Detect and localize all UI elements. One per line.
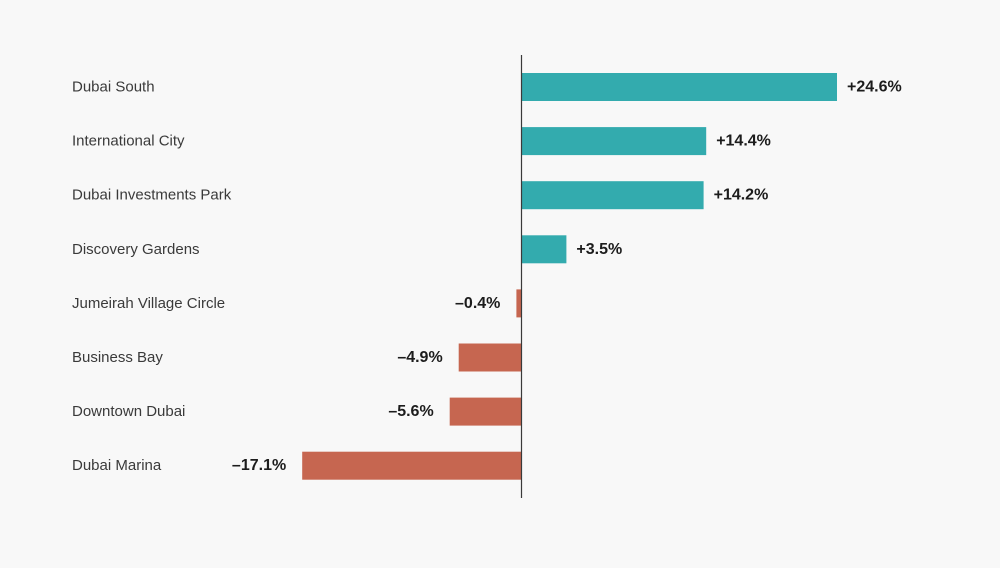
bar-dubai-south xyxy=(521,73,837,101)
value-label: –4.9% xyxy=(397,349,442,366)
value-label: +14.4% xyxy=(716,133,771,150)
value-label: –17.1% xyxy=(232,457,286,474)
bar-international-city xyxy=(521,127,707,156)
value-label: +14.2% xyxy=(714,187,769,204)
bar-jumeirah-village-circle xyxy=(516,289,522,318)
bars-layer xyxy=(302,73,837,480)
value-label: +24.6% xyxy=(847,79,902,96)
category-label: Dubai Marina xyxy=(72,457,162,474)
category-label: Discovery Gardens xyxy=(72,241,200,258)
value-label: +3.5% xyxy=(576,241,622,258)
bar-business-bay xyxy=(458,343,522,372)
category-label: Dubai South xyxy=(72,79,155,96)
bar-dubai-investments-park xyxy=(521,181,704,210)
category-label: Dubai Investments Park xyxy=(72,187,232,204)
category-label: International City xyxy=(72,133,185,150)
bar-discovery-gardens xyxy=(521,235,567,264)
category-label: Jumeirah Village Circle xyxy=(72,295,225,312)
value-label: –0.4% xyxy=(455,295,500,312)
bar-dubai-marina xyxy=(302,451,522,480)
labels-layer: Dubai South +24.6% International City +14.4… xyxy=(72,79,902,475)
bar-downtown-dubai xyxy=(449,397,522,426)
category-label: Downtown Dubai xyxy=(72,403,185,420)
category-label: Business Bay xyxy=(72,349,163,366)
value-label: –5.6% xyxy=(388,403,433,420)
